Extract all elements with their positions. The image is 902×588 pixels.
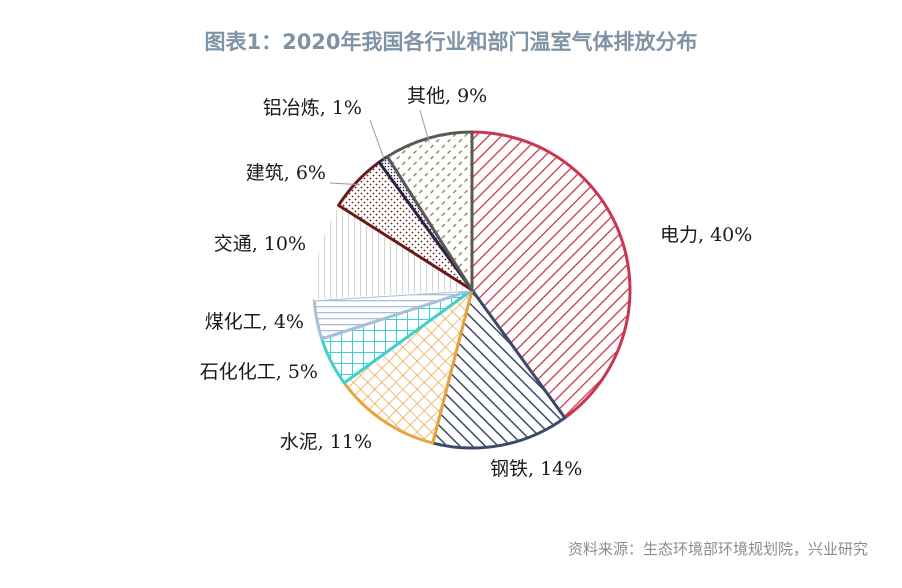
slice-label-6: 交通, 10% bbox=[214, 233, 306, 255]
slice-label-9: 其他, 9% bbox=[407, 85, 487, 107]
slice-label-2: 钢铁, 14% bbox=[490, 458, 582, 480]
pie-slice-6 bbox=[313, 204, 473, 301]
pie-slice-1 bbox=[470, 130, 632, 420]
leader-line-9 bbox=[419, 109, 430, 143]
leader-line-7 bbox=[329, 182, 360, 186]
leader-line-8 bbox=[369, 119, 386, 163]
pie-slice-2 bbox=[431, 288, 567, 450]
chart-title: 图表1：2020年我国各行业和部门温室气体排放分布 bbox=[204, 30, 698, 54]
pie-slice-3 bbox=[342, 288, 474, 445]
slice-label-1: 电力, 40% bbox=[660, 224, 752, 246]
slice-label-4: 石化化工, 5% bbox=[200, 361, 318, 383]
slice-label-7: 建筑, 6% bbox=[246, 162, 326, 184]
source-note: 资料来源：生态环境部环境规划院，兴业研究 bbox=[567, 540, 868, 558]
slice-label-3: 水泥, 11% bbox=[280, 431, 372, 453]
slice-label-8: 铝冶炼, 1% bbox=[263, 97, 362, 119]
slice-label-5: 煤化工, 4% bbox=[205, 311, 304, 333]
